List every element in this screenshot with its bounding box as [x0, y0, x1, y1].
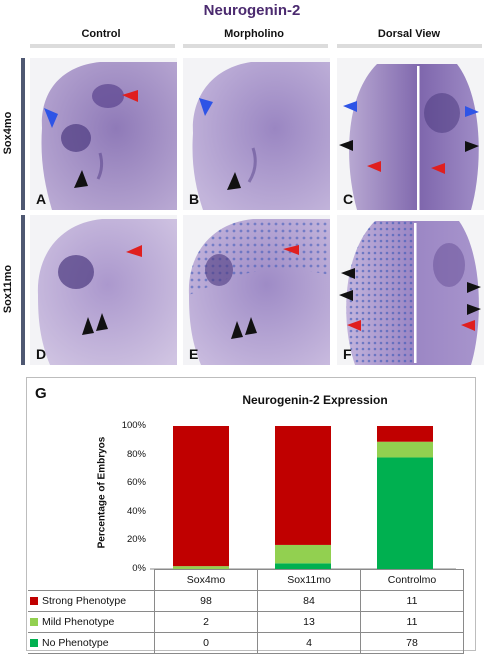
column-divider-control	[30, 44, 175, 48]
midline	[414, 223, 417, 363]
panel-letter-b: B	[189, 191, 200, 207]
bar-segment	[377, 441, 433, 458]
red-arrowhead	[431, 163, 445, 174]
table-row: Strong Phenotype 98 84 11	[28, 590, 464, 612]
data-label: 13	[257, 611, 361, 633]
black-arrowhead	[231, 321, 243, 339]
table-corner	[28, 569, 155, 591]
y-tick-label: 80%	[126, 448, 146, 460]
black-arrowhead	[74, 170, 88, 188]
bar-segment	[275, 544, 331, 564]
data-label: 84	[257, 590, 361, 612]
table-row: No Phenotype 0 4 78	[28, 632, 464, 654]
legend-label: No Phenotype	[42, 637, 109, 649]
red-arrowhead	[283, 245, 299, 255]
black-arrowhead	[82, 317, 94, 335]
chart-title: Neurogenin-2 Expression	[242, 393, 388, 407]
black-arrowhead	[245, 317, 257, 335]
chart-plot-area	[150, 426, 456, 570]
figure-title: Neurogenin-2	[203, 2, 301, 19]
column-header-control: Control	[81, 28, 121, 40]
panel-letter-f: F	[343, 346, 352, 362]
bar-segment	[377, 457, 433, 569]
black-arrowhead	[465, 141, 479, 152]
data-label: 11	[360, 611, 464, 633]
bar-segment	[173, 566, 229, 569]
y-tick-label: 60%	[126, 477, 146, 489]
row-label-sox11mo: Sox11mo	[2, 264, 14, 314]
y-tick-label: 40%	[126, 505, 146, 517]
panel-e-image: E	[183, 215, 330, 365]
red-arrowhead	[367, 161, 381, 172]
bar-segment	[377, 426, 433, 442]
red-arrowhead	[122, 90, 138, 102]
panel-c-image: C	[337, 58, 484, 210]
chart-data-table: Sox4mo Sox11mo Controlmo Strong Phenotyp…	[28, 569, 464, 654]
panel-d-image: D	[30, 215, 177, 365]
black-arrowhead	[227, 172, 241, 190]
black-arrowhead	[339, 140, 353, 151]
row-label-sox4mo: Sox4mo	[2, 111, 14, 155]
black-arrowhead	[467, 282, 481, 293]
y-tick-label: 0%	[132, 563, 146, 574]
legend-swatch-none	[30, 639, 38, 647]
category-label: Sox4mo	[154, 569, 258, 591]
y-tick-label: 20%	[126, 534, 146, 546]
red-arrowhead	[347, 320, 361, 331]
data-label: 98	[154, 590, 258, 612]
panel-letter-d: D	[36, 346, 47, 362]
midline	[417, 66, 420, 210]
panel-letter-e: E	[189, 346, 199, 362]
column-divider-dorsal	[337, 44, 482, 48]
legend-label: Strong Phenotype	[42, 595, 127, 607]
data-label: 4	[257, 632, 361, 654]
column-header-dorsal-view: Dorsal View	[377, 28, 441, 40]
legend-swatch-strong	[30, 597, 38, 605]
black-arrowhead	[339, 290, 353, 301]
panel-letter-g: G	[35, 385, 47, 402]
panel-b-image: B	[183, 58, 330, 210]
category-label: Sox11mo	[257, 569, 361, 591]
bar-segment	[275, 563, 331, 569]
panel-letter-c: C	[343, 191, 354, 207]
column-header-morpholino: Morpholino	[224, 28, 284, 40]
table-row: Mild Phenotype 2 13 11	[28, 611, 464, 633]
data-label: 11	[360, 590, 464, 612]
panel-letter-a: A	[36, 191, 47, 207]
black-arrowhead	[341, 268, 355, 279]
blue-arrowhead	[465, 106, 479, 117]
bar-segment	[173, 426, 229, 567]
blue-arrowhead	[199, 98, 213, 116]
category-label: Controlmo	[360, 569, 464, 591]
y-tick-label: 100%	[121, 420, 146, 431]
black-arrowhead	[467, 304, 481, 315]
bar-segment	[275, 426, 331, 545]
data-label: 78	[360, 632, 464, 654]
panel-a-image: A	[30, 58, 177, 210]
data-label: 0	[154, 632, 258, 654]
legend-swatch-mild	[30, 618, 38, 626]
row-bar-sox4mo	[21, 58, 25, 210]
row-bar-sox11mo	[21, 215, 25, 365]
column-divider-morpholino	[183, 44, 328, 48]
red-arrowhead	[126, 245, 142, 257]
legend-label: Mild Phenotype	[42, 616, 115, 628]
blue-arrowhead	[44, 108, 58, 128]
panel-f-image: F	[337, 215, 484, 365]
chart-y-axis-label: Percentage of Embryos	[96, 436, 108, 549]
red-arrowhead	[461, 320, 475, 331]
black-arrowhead	[96, 313, 108, 331]
blue-arrowhead	[343, 101, 357, 112]
data-label: 2	[154, 611, 258, 633]
